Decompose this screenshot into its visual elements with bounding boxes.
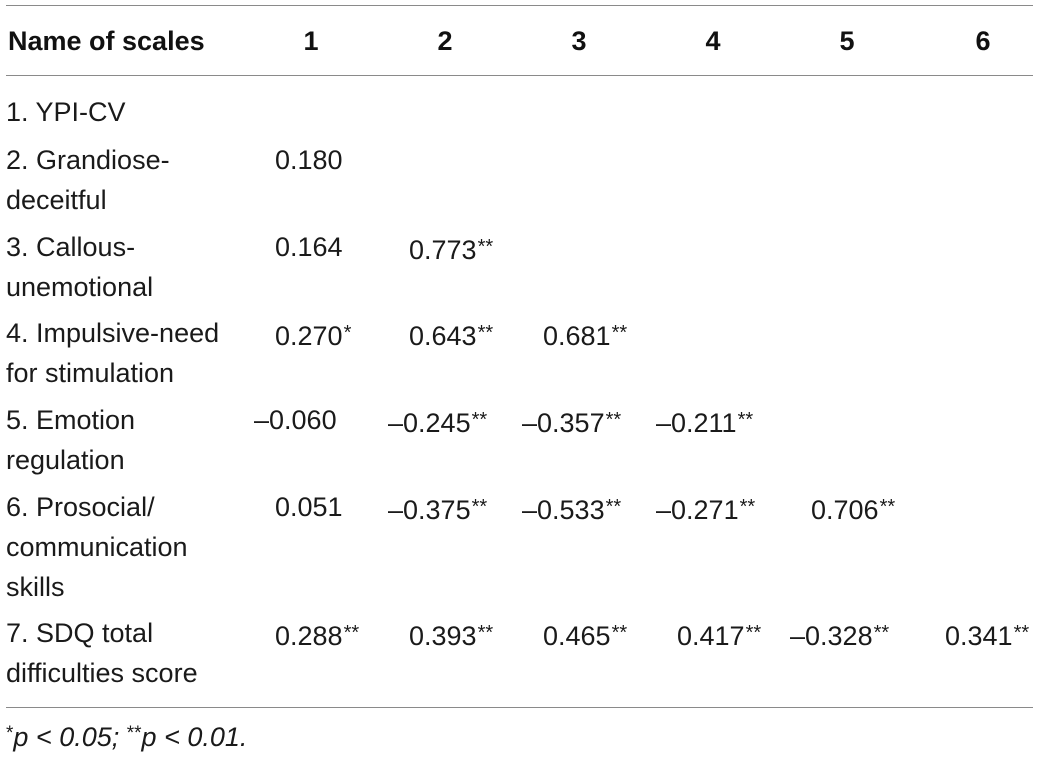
- significance-mark: **: [611, 322, 628, 344]
- correlation-cell: 0.681**: [543, 313, 627, 356]
- correlation-cell: 0.393**: [409, 613, 493, 656]
- footnote-text-double: p < 0.01.: [141, 722, 248, 752]
- correlation-cell: –0.357**: [522, 400, 621, 443]
- correlation-cell: 0.288**: [275, 613, 359, 656]
- footnote-mark-double: **: [126, 723, 142, 744]
- correlation-value: –0.375: [388, 495, 471, 525]
- significance-mark: **: [477, 236, 494, 258]
- correlation-value: 0.417: [677, 621, 745, 651]
- header-col-5: 5: [839, 26, 855, 56]
- correlation-value: 0.270: [275, 321, 343, 351]
- footnote-text-single: p < 0.05;: [13, 722, 127, 752]
- table-top-rule: [6, 5, 1033, 6]
- significance-mark: **: [343, 622, 360, 644]
- row-label: 7. SDQ total difficulties score: [6, 618, 198, 688]
- correlation-cell: –0.328**: [790, 613, 889, 656]
- row-label: 3. Callous-unemotional: [6, 232, 154, 302]
- header-col-4: 4: [705, 26, 721, 56]
- correlation-value: –0.211: [656, 408, 737, 438]
- significance-mark: **: [879, 496, 896, 518]
- header-col-3: 3: [571, 26, 587, 56]
- significance-mark: **: [611, 622, 628, 644]
- header-col-1: 1: [303, 26, 319, 56]
- header-col-6: 6: [975, 26, 991, 56]
- row-label: 1. YPI-CV: [6, 97, 126, 127]
- correlation-value: 0.773: [409, 235, 477, 265]
- correlation-value: 0.643: [409, 321, 477, 351]
- correlation-value: 0.164: [275, 232, 343, 262]
- significance-mark: *: [343, 322, 352, 344]
- correlation-value: –0.271: [656, 495, 739, 525]
- correlation-value: 0.393: [409, 621, 477, 651]
- correlation-cell: 0.773**: [409, 227, 493, 270]
- significance-mark: **: [745, 622, 762, 644]
- table-bottom-rule: [6, 707, 1033, 708]
- significance-mark: **: [737, 409, 754, 431]
- correlation-value: 0.180: [275, 145, 343, 175]
- correlation-value: –0.328: [790, 621, 873, 651]
- correlation-value: 0.681: [543, 321, 611, 351]
- correlation-value: –0.245: [388, 408, 471, 438]
- row-label: 2. Grandiose-deceitful: [6, 145, 170, 215]
- correlation-value: –0.357: [522, 408, 605, 438]
- significance-mark: **: [873, 622, 890, 644]
- correlation-cell: –0.271**: [656, 487, 755, 530]
- correlation-cell: 0.341**: [945, 613, 1029, 656]
- correlation-value: –0.060: [254, 405, 337, 435]
- correlation-cell: 0.270*: [275, 313, 351, 356]
- significance-mark: **: [477, 322, 494, 344]
- correlation-value: 0.706: [811, 495, 879, 525]
- correlation-value: 0.465: [543, 621, 611, 651]
- significance-mark: **: [471, 409, 488, 431]
- correlation-cell: –0.211**: [656, 400, 753, 443]
- significance-mark: **: [477, 622, 494, 644]
- footnote-mark-single: *: [6, 723, 14, 744]
- correlation-value: –0.533: [522, 495, 605, 525]
- correlation-value: 0.341: [945, 621, 1013, 651]
- correlation-cell: 0.643**: [409, 313, 493, 356]
- correlation-value: 0.288: [275, 621, 343, 651]
- significance-mark: **: [471, 496, 488, 518]
- significance-mark: **: [739, 496, 756, 518]
- correlation-cell: 0.164: [275, 227, 343, 267]
- correlation-cell: 0.417**: [677, 613, 761, 656]
- correlation-cell: 0.465**: [543, 613, 627, 656]
- significance-mark: **: [605, 496, 622, 518]
- table-header-rule: [6, 75, 1033, 76]
- table-footnote: *p < 0.05; **p < 0.01.: [6, 716, 247, 755]
- significance-mark: **: [605, 409, 622, 431]
- row-label: 4. Impulsive-need for stimulation: [6, 318, 220, 388]
- correlation-cell: –0.375**: [388, 487, 487, 530]
- significance-mark: **: [1013, 622, 1030, 644]
- correlation-cell: 0.706**: [811, 487, 895, 530]
- correlation-cell: 0.180: [275, 140, 343, 180]
- row-label: 6. Prosocial/ communication skills: [6, 492, 188, 602]
- correlation-cell: –0.533**: [522, 487, 621, 530]
- correlation-value: 0.051: [275, 492, 343, 522]
- header-col-2: 2: [437, 26, 453, 56]
- header-name-of-scales: Name of scales: [8, 26, 205, 56]
- row-label: 5. Emotion regulation: [6, 405, 136, 475]
- correlation-cell: –0.060: [254, 400, 337, 440]
- correlation-cell: 0.051: [275, 487, 343, 527]
- correlation-cell: –0.245**: [388, 400, 487, 443]
